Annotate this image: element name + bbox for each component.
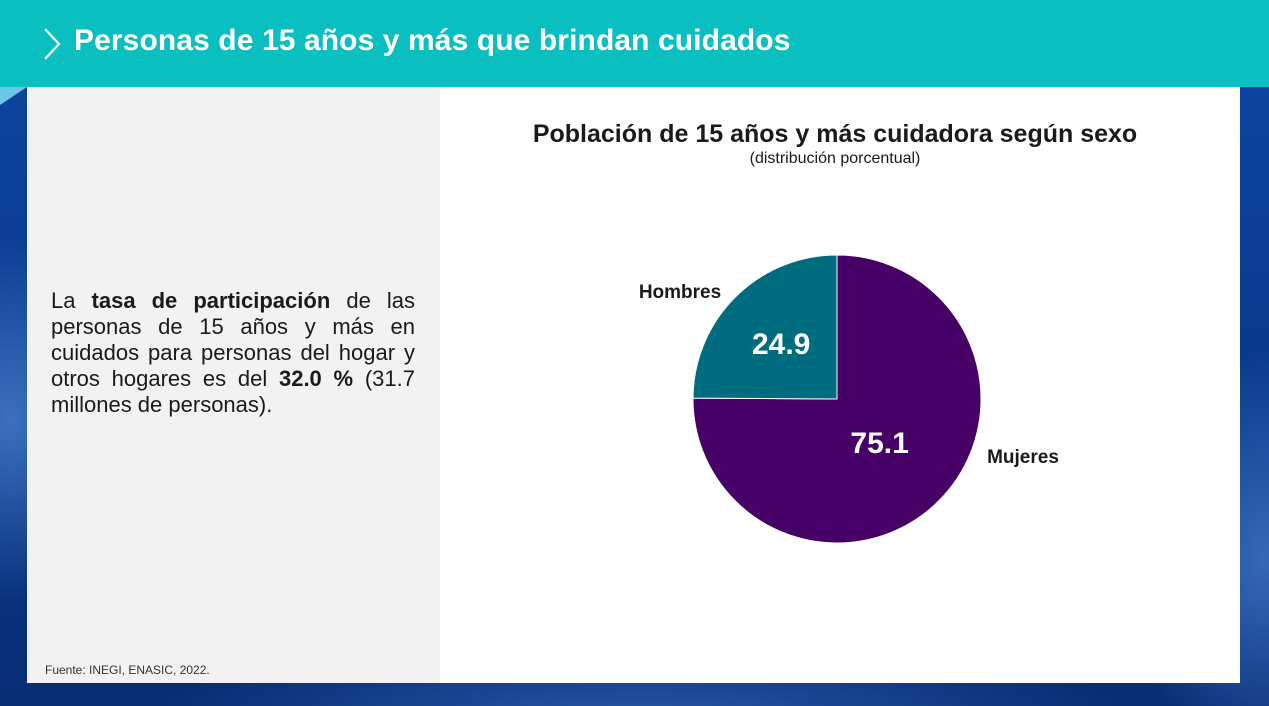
chevron-right-icon: [44, 28, 61, 60]
pie-category-label-hombres: Hombres: [639, 282, 721, 303]
summary-text-emphasis: tasa de participación: [91, 288, 331, 313]
summary-text-part: de las personas de 15 años y más en cuid…: [51, 288, 415, 391]
source-note: Fuente: INEGI, ENASIC, 2022.: [45, 663, 210, 677]
pie-slice-mujeres: [692, 254, 982, 544]
pie-chart: 24.9 75.1 Hombres Mujeres: [639, 254, 1059, 544]
corner-accent: [0, 87, 27, 105]
header-bar: Personas de 15 años y más que brindan cu…: [0, 0, 1269, 87]
summary-text: La tasa de participación de las personas…: [51, 288, 415, 418]
summary-text-rate: 32.0 %: [278, 366, 354, 391]
chart-subtitle: (distribución porcentual): [749, 150, 921, 167]
pie-value-label-hombres: 24.9: [752, 328, 810, 361]
pie-category-label-mujeres: Mujeres: [987, 447, 1059, 468]
page-title: Personas de 15 años y más que brindan cu…: [74, 24, 791, 57]
chart-title: Población de 15 años y más cuidadora seg…: [532, 120, 1138, 148]
summary-text-part: (31.7 millones de personas).: [51, 366, 415, 417]
summary-text-part: La: [51, 288, 92, 313]
summary-panel: La tasa de participación de las personas…: [27, 87, 440, 683]
pie-slice-hombres: [692, 254, 838, 400]
pie-value-label-mujeres: 75.1: [850, 427, 908, 460]
chart-panel: Población de 15 años y más cuidadora seg…: [440, 87, 1240, 683]
